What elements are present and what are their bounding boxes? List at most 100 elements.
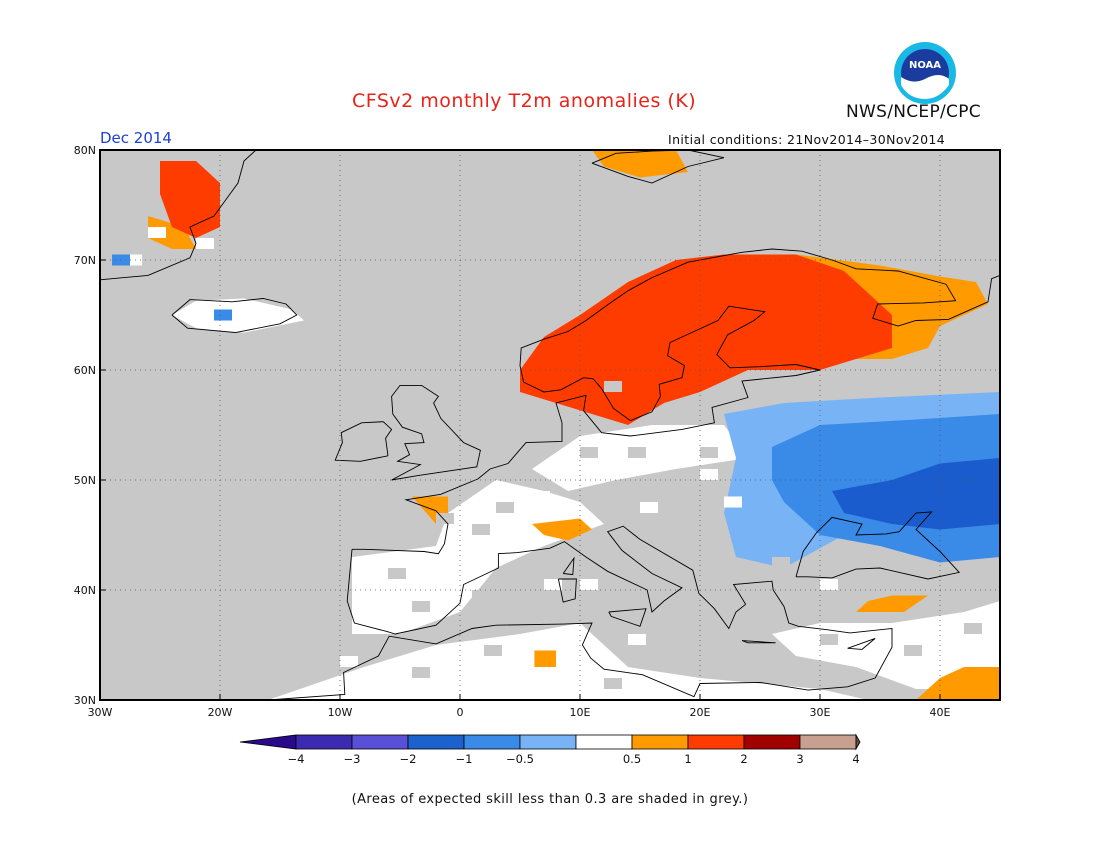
grey-cell xyxy=(472,524,490,535)
corsica-coastline xyxy=(562,556,575,576)
colorbar-segment xyxy=(687,734,745,750)
anomaly-shading xyxy=(100,139,1000,700)
colorbar-label: 2 xyxy=(740,752,747,766)
sardinia-warm-region xyxy=(534,650,556,667)
alps-warm-region xyxy=(532,518,592,541)
anomaly-map: 30W 20W 10W 0 10E 20E 30E 40E 30N 40N 50N 60N 70N 80N xyxy=(74,139,1001,719)
iceland-coastline xyxy=(171,298,298,334)
grey-cell xyxy=(412,667,430,678)
lon-tick-label: 30E xyxy=(810,706,831,719)
grey-cell xyxy=(820,634,838,645)
white-cell xyxy=(640,502,658,513)
skill-footnote: (Areas of expected skill less than 0.3 a… xyxy=(351,792,749,807)
crete-coastline xyxy=(741,640,776,644)
colorbar-segment xyxy=(351,734,409,750)
grey-cell xyxy=(436,513,454,524)
coastlines xyxy=(100,150,1000,700)
lon-tick-label: 40E xyxy=(930,706,951,719)
grey-cell xyxy=(604,381,622,392)
eastern-europe-cold-core-region xyxy=(832,458,1000,530)
grey-cell xyxy=(832,568,850,579)
colorbar-label: −1 xyxy=(456,752,473,766)
lon-tick-label: 20E xyxy=(690,706,711,719)
svalbard-coastline xyxy=(591,150,725,184)
grey-cell xyxy=(748,667,766,678)
grey-cell xyxy=(880,579,898,590)
lat-tick-label: 50N xyxy=(74,474,96,487)
white-cell xyxy=(628,436,646,447)
iberia-coastline xyxy=(352,369,821,555)
black-sea-coastline xyxy=(795,511,961,580)
white-cell xyxy=(820,579,838,590)
colorbar-segment xyxy=(743,734,801,750)
iceland-neutral-region xyxy=(172,298,304,333)
med-north-coastline xyxy=(346,525,893,691)
noaa-logo-text: NOAA xyxy=(909,60,941,71)
colorbar-segment xyxy=(295,734,353,750)
white-cell xyxy=(388,601,406,612)
color-scale-bar: −4 −3 −2 −1 −0.5 0.5 1 2 3 4 xyxy=(239,733,861,766)
white-cell xyxy=(196,238,214,249)
lat-tick-label: 40N xyxy=(74,584,96,597)
agency-label: NWS/NCEP/CPC xyxy=(846,102,981,122)
blue-cell xyxy=(214,309,232,321)
forecast-period: Dec 2014 xyxy=(100,129,172,147)
lon-tick-label: 10E xyxy=(570,706,591,719)
ireland-coastline xyxy=(334,421,393,462)
white-cell xyxy=(700,469,718,480)
lon-tick-label: 20W xyxy=(208,706,233,719)
anatolia-neutral-region xyxy=(772,601,1000,689)
north-africa-neutral-region xyxy=(268,623,868,700)
white-cell xyxy=(124,254,142,266)
map-frame xyxy=(99,149,1001,701)
greenland-east-coastline xyxy=(100,150,257,281)
white-cell xyxy=(724,139,742,150)
colorbar-segment xyxy=(519,734,577,750)
white-cell xyxy=(424,579,442,590)
colorbar-label: 4 xyxy=(852,752,859,766)
grey-cell xyxy=(772,557,790,568)
grey-cell xyxy=(736,392,754,403)
grey-cell xyxy=(436,469,454,480)
white-cell xyxy=(724,496,742,508)
britain-coastline xyxy=(391,384,481,481)
colorbar-segment xyxy=(463,734,521,750)
grey-cell xyxy=(628,447,646,458)
initial-conditions: Initial conditions: 21Nov2014–30Nov2014 xyxy=(668,132,946,147)
grey-cell xyxy=(376,535,394,546)
lon-tick-label: 0 xyxy=(457,706,464,719)
lat-tick-label: 30N xyxy=(74,694,96,707)
cyprus-coastline xyxy=(847,637,876,650)
colorbar-segment xyxy=(631,734,689,750)
colorbar-segment xyxy=(575,734,633,750)
white-cell xyxy=(484,678,502,689)
grey-cell xyxy=(580,447,598,458)
grey-cell xyxy=(484,645,502,656)
lat-tick-label: 60N xyxy=(74,364,96,377)
grey-cell xyxy=(964,623,982,634)
greenland-warm-region xyxy=(160,161,220,238)
grey-cell xyxy=(904,645,922,656)
colorbar-segment xyxy=(799,734,857,750)
colorbar-segment xyxy=(407,734,465,750)
noaa-logo: NOAA xyxy=(894,42,956,104)
colorbar-label: 3 xyxy=(796,752,803,766)
italy-islands-coastline xyxy=(557,578,577,603)
turkey-east-warm-region xyxy=(856,595,928,612)
grey-cell xyxy=(472,590,490,601)
africa-north-coastline xyxy=(267,622,809,700)
colorbar-label: −2 xyxy=(400,752,417,766)
white-cell xyxy=(148,227,166,238)
white-cell xyxy=(532,491,550,502)
grey-cell xyxy=(388,568,406,579)
grey-cell xyxy=(496,502,514,513)
sicily-coastline xyxy=(608,608,647,627)
baltic-sweden-coastline xyxy=(523,305,821,422)
colorbar-high-arrow xyxy=(855,733,861,751)
colorbar-label: −4 xyxy=(288,752,305,766)
lat-tick-label: 80N xyxy=(74,144,96,157)
colorbar-label: −0.5 xyxy=(506,752,534,766)
white-cell xyxy=(532,634,550,645)
lon-tick-label: 30W xyxy=(88,706,113,719)
grey-cell xyxy=(700,447,718,458)
